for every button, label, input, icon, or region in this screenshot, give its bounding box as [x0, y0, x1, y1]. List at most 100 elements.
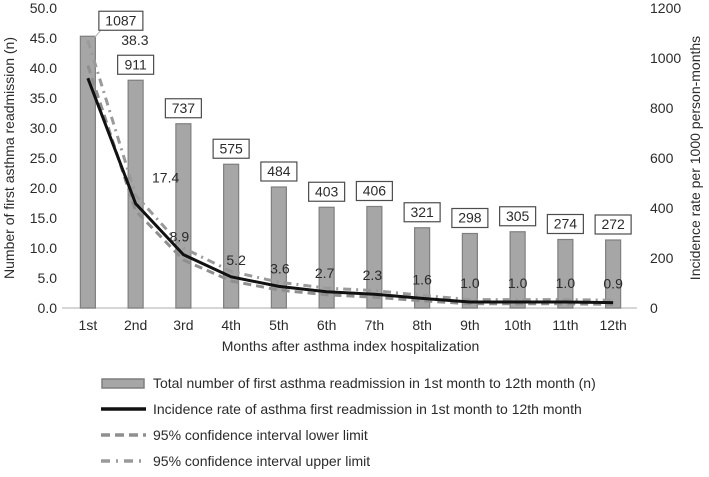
bar-value-box [212, 138, 250, 159]
svg-text:17.4: 17.4 [152, 170, 179, 186]
bar-5th [270, 186, 287, 309]
bar-1st [79, 35, 96, 309]
svg-text:1st: 1st [79, 317, 98, 333]
legend-item-incidence-rate: Incidence rate of asthma first readmissi… [100, 398, 709, 419]
bars-group [79, 35, 622, 309]
svg-text:8.9: 8.9 [170, 229, 190, 245]
svg-text:1087: 1087 [105, 12, 136, 28]
svg-text:5th: 5th [269, 317, 288, 333]
dashed-line-swatch-icon [101, 432, 146, 437]
svg-text:20.0: 20.0 [30, 180, 57, 196]
bar-11th [557, 238, 574, 309]
svg-text:200: 200 [650, 250, 674, 266]
svg-text:400: 400 [650, 200, 674, 216]
svg-text:3rd: 3rd [173, 317, 193, 333]
bar-value-box [308, 181, 346, 202]
svg-text:45.0: 45.0 [30, 30, 57, 46]
bar-3rd [175, 123, 192, 309]
bar-6th [318, 206, 335, 309]
legend-item-ci-lower: 95% confidence interval lower limit [100, 424, 709, 445]
bar-8th [414, 227, 431, 309]
legend-label-bars: Total number of first asthma readmission… [153, 374, 596, 391]
svg-text:6th: 6th [317, 317, 336, 333]
svg-text:2nd: 2nd [124, 317, 147, 333]
svg-text:2.3: 2.3 [363, 267, 383, 283]
bar-value-box [499, 206, 537, 227]
solid-line-swatch-icon [101, 406, 146, 411]
bar-value-box [451, 207, 489, 229]
svg-text:1000: 1000 [650, 50, 681, 66]
bar-10th [509, 231, 526, 309]
x-axis-title: Months after asthma index hospitalizatio… [222, 338, 480, 354]
rate-line [86, 77, 614, 305]
svg-text:484: 484 [267, 163, 291, 179]
svg-text:321: 321 [410, 204, 434, 220]
svg-text:30.0: 30.0 [30, 120, 57, 136]
svg-text:5.2: 5.2 [226, 252, 246, 268]
bar-value-box [117, 54, 155, 75]
svg-text:800: 800 [650, 100, 674, 116]
svg-text:38.3: 38.3 [121, 32, 148, 48]
svg-text:1.0: 1.0 [460, 275, 480, 291]
bar-swatch-icon [101, 377, 145, 389]
bar-12th [605, 239, 622, 309]
legend-item-bars: Total number of first asthma readmission… [100, 372, 709, 393]
svg-text:305: 305 [506, 208, 530, 224]
svg-text:403: 403 [315, 183, 339, 199]
svg-text:274: 274 [554, 216, 578, 232]
right-axis-ticks: 0 200 400 600 800 1000 1200 [650, 0, 681, 316]
svg-text:10.0: 10.0 [30, 240, 57, 256]
bar-value-boxes: 1087 911 737 575 484 403 406 321 298 305 274 272 [94, 10, 632, 235]
svg-text:9th: 9th [460, 317, 479, 333]
bar-9th [461, 232, 478, 309]
svg-text:0: 0 [650, 300, 658, 316]
ci-lower-line [86, 65, 614, 306]
label-leader-line [94, 29, 102, 38]
svg-text:10th: 10th [504, 317, 531, 333]
bar-value-box [594, 214, 632, 235]
svg-text:4th: 4th [221, 317, 240, 333]
svg-text:575: 575 [219, 140, 243, 156]
dashdot-line-swatch-icon [101, 458, 146, 463]
svg-text:5.0: 5.0 [38, 270, 58, 286]
combo-chart: 0.0 5.0 10.0 15.0 20.0 25.0 30.0 35.0 40.0 45.0 50… [1, 0, 703, 354]
svg-text:1.0: 1.0 [508, 275, 528, 291]
svg-text:1200: 1200 [650, 0, 681, 16]
legend-label-ci-lower: 95% confidence interval lower limit [153, 426, 368, 443]
rate-value-labels: 38.3 17.4 8.9 5.2 3.6 2.7 2.3 1.6 1.0 1.0 1.0 0.9 [121, 32, 623, 291]
svg-text:406: 406 [363, 183, 387, 199]
svg-text:737: 737 [172, 100, 196, 116]
svg-text:15.0: 15.0 [30, 210, 57, 226]
svg-text:2.7: 2.7 [315, 265, 335, 281]
svg-text:1.0: 1.0 [556, 275, 576, 291]
left-axis-title: Number of first asthma readmission (n) [1, 37, 17, 279]
svg-text:50.0: 50.0 [30, 0, 57, 16]
bar-value-box [98, 10, 144, 31]
ci-upper-line [86, 39, 614, 302]
bar-value-box [355, 180, 393, 202]
bar-4th [223, 163, 240, 309]
svg-text:35.0: 35.0 [30, 90, 57, 106]
svg-text:8th: 8th [412, 317, 431, 333]
svg-text:600: 600 [650, 150, 674, 166]
svg-text:0.0: 0.0 [38, 300, 58, 316]
bar-7th [366, 205, 383, 309]
left-axis-ticks: 0.0 5.0 10.0 15.0 20.0 25.0 30.0 35.0 40.0 45.0 50… [30, 0, 57, 316]
bar-value-box [546, 213, 584, 235]
bar-value-box [164, 98, 202, 119]
svg-text:11th: 11th [552, 317, 578, 333]
svg-text:272: 272 [601, 216, 625, 232]
svg-text:3.6: 3.6 [270, 260, 290, 276]
bar-value-box [260, 161, 298, 182]
svg-text:25.0: 25.0 [30, 150, 57, 166]
svg-text:0.9: 0.9 [603, 276, 623, 292]
x-axis-ticks: 1st 2nd 3rd 4th 5th 6th 7th 8th 9th 10th 11th 12th [79, 317, 627, 333]
legend-label-incidence-rate: Incidence rate of asthma first readmissi… [153, 400, 582, 417]
svg-text:12th: 12th [600, 317, 627, 333]
legend-label-ci-upper: 95% confidence interval upper limit [153, 452, 371, 469]
chart-legend: Total number of first asthma readmission… [0, 372, 709, 471]
bar-value-box [403, 202, 441, 223]
svg-text:7th: 7th [365, 317, 384, 333]
legend-item-ci-upper: 95% confidence interval upper limit [100, 450, 709, 471]
